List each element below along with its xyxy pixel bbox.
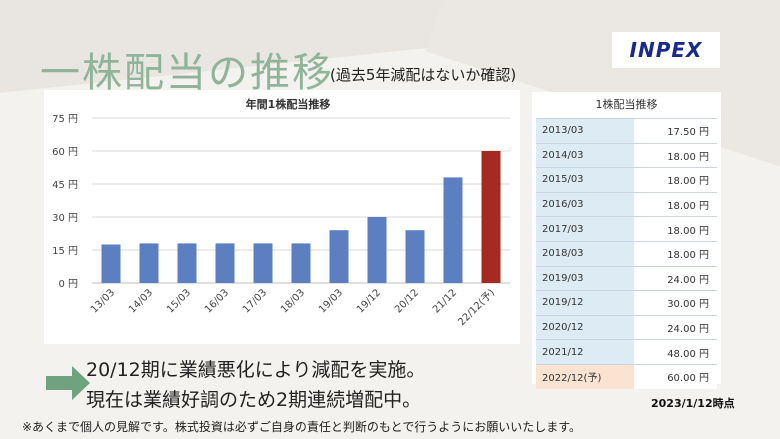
x-tick-label: 19/03 (317, 287, 345, 315)
table-cell-value: 24.00 円 (634, 314, 717, 340)
bar (139, 243, 159, 283)
table-row: 2020/12 24.00 円 (536, 314, 717, 340)
page-subtitle: (過去5年減配はないか確認) (330, 66, 517, 84)
page-title: 一株配当の推移 (40, 50, 334, 96)
table-cell-value: 24.00 円 (634, 265, 717, 291)
dividend-table: 2013/03 17.50 円 2014/03 18.00 円 2015/03 18.00… (536, 118, 717, 389)
y-tick-label: 15 円 (52, 246, 78, 257)
dividend-chart: 年間1株配当推移 0 円 15 円 30 円 45 円 60 円 75 円 13/03 14/… (44, 90, 520, 344)
table-cell-value: 17.50 円 (634, 118, 717, 144)
x-tick-label: 20/12 (393, 287, 421, 315)
x-tick-label: 22/12(予) (456, 287, 498, 329)
x-tick-label: 21/12 (431, 287, 459, 315)
table-title: 1株配当推移 (595, 98, 658, 111)
table-cell-value: 18.00 円 (634, 142, 717, 168)
table-cell-period: 2013/03 (536, 118, 634, 144)
note-line-2: 現在は業績好調のため2期連続増配中。 (86, 389, 422, 411)
table-row: 2019/12 30.00 円 (536, 290, 717, 316)
table-cell-value: 60.00 円 (634, 363, 717, 389)
y-tick-label: 30 円 (52, 213, 78, 224)
table-cell-value: 18.00 円 (634, 191, 717, 217)
table-cell-value: 18.00 円 (634, 216, 717, 242)
table-row: 2022/12(予) 60.00 円 (536, 363, 717, 389)
bar (367, 217, 387, 283)
table-row: 2015/03 18.00 円 (536, 167, 717, 193)
x-tick-label: 15/03 (165, 287, 193, 315)
bar (443, 177, 463, 283)
disclaimer: ※あくまで個人の見解です。株式投資は必ずご自身の責任と判断のもとで行うようにお願… (22, 420, 582, 434)
table-cell-period: 2017/03 (536, 216, 634, 242)
dividend-table-card: 1株配当推移 2013/03 17.50 円 2014/03 18.00 円 2015/… (532, 92, 721, 389)
x-tick-label: 13/03 (89, 287, 117, 315)
table-cell-period: 2019/03 (536, 265, 634, 291)
company-logo: INPEX (612, 32, 720, 68)
table-row: 2019/03 24.00 円 (536, 265, 717, 291)
bar (253, 243, 273, 283)
arrow-right-icon (46, 366, 90, 400)
table-row: 2014/03 18.00 円 (536, 142, 717, 168)
y-tick-label: 0 円 (58, 279, 78, 290)
bar (405, 230, 425, 283)
table-cell-period: 2019/12 (536, 290, 634, 316)
table-cell-period: 2016/03 (536, 191, 634, 217)
y-tick-label: 45 円 (52, 180, 78, 191)
y-tick-label: 60 円 (52, 147, 78, 158)
table-row: 2016/03 18.00 円 (536, 191, 717, 217)
note-line-1: 20/12期に業績悪化により減配を実施。 (86, 359, 426, 381)
table-cell-period: 2021/12 (536, 339, 634, 365)
logo-text: INPEX (629, 38, 703, 62)
table-cell-period: 2015/03 (536, 167, 634, 193)
bar (215, 243, 235, 283)
x-tick-label: 19/12 (355, 287, 383, 315)
x-tick-label: 16/03 (203, 287, 231, 315)
table-row: 2017/03 18.00 円 (536, 216, 717, 242)
table-row: 2021/12 48.00 円 (536, 339, 717, 365)
x-tick-label: 17/03 (241, 287, 269, 315)
bar (177, 243, 197, 283)
bar (329, 230, 349, 283)
chart-svg: 年間1株配当推移 0 円 15 円 30 円 45 円 60 円 75 円 13/03 14/… (52, 97, 510, 329)
x-tick-label: 14/03 (127, 287, 155, 315)
table-cell-value: 48.00 円 (634, 339, 717, 365)
bar (101, 244, 121, 283)
bar (481, 151, 501, 283)
table-row: 2013/03 17.50 円 (536, 118, 717, 144)
table-cell-period: 2022/12(予) (536, 363, 634, 389)
table-cell-period: 2018/03 (536, 240, 634, 267)
table-cell-period: 2014/03 (536, 142, 634, 168)
table-cell-value: 18.00 円 (634, 167, 717, 193)
y-tick-label: 75 円 (52, 114, 78, 125)
date-stamp: 2023/1/12時点 (651, 397, 735, 410)
table-cell-value: 30.00 円 (634, 290, 717, 316)
chart-title: 年間1株配当推移 (246, 97, 331, 111)
table-cell-value: 18.00 円 (634, 240, 717, 267)
table-cell-period: 2020/12 (536, 314, 634, 340)
bar (291, 243, 311, 283)
x-tick-label: 18/03 (279, 287, 307, 315)
table-row: 2018/03 18.00 円 (536, 240, 717, 267)
